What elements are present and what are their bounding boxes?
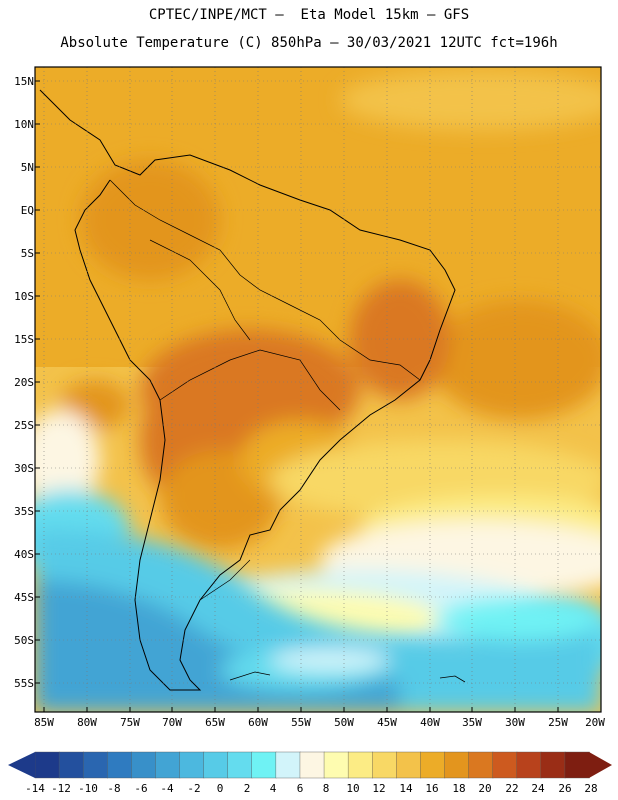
lat-label: EQ: [20, 204, 34, 217]
colorbar-label: 2: [243, 782, 251, 795]
lat-label: 5N: [20, 161, 34, 174]
colorbar-left-arrow: [8, 752, 35, 778]
temperature-map: [34, 66, 602, 713]
lat-label: 15S: [14, 333, 34, 346]
lon-label: 75W: [120, 716, 140, 729]
colorbar-swatch: [516, 751, 542, 779]
colorbar-swatch: [131, 751, 157, 779]
lon-label: 60W: [248, 716, 268, 729]
colorbar-swatch: [155, 751, 181, 779]
colorbar-label: 24: [531, 782, 545, 795]
lon-label: 30W: [505, 716, 525, 729]
lat-label: 15N: [14, 75, 34, 88]
colorbar-label: 10: [346, 782, 360, 795]
lat-label: 5S: [20, 247, 34, 260]
title-line-2: Absolute Temperature (C) 850hPa – 30/03/…: [60, 35, 558, 51]
colorbar-label: 0: [216, 782, 224, 795]
colorbar-label: 16: [425, 782, 439, 795]
colorbar-label: -14: [25, 782, 45, 795]
colorbar-swatch: [444, 751, 470, 779]
colorbar-label: 8: [322, 782, 330, 795]
colorbar-swatch: [372, 751, 398, 779]
lon-label: 70W: [162, 716, 182, 729]
colorbar-swatch: [227, 751, 253, 779]
colorbar-swatch: [251, 751, 277, 779]
lon-label: 45W: [377, 716, 397, 729]
colorbar-label: 20: [478, 782, 492, 795]
lon-label: 25W: [548, 716, 568, 729]
colorbar-swatch: [540, 751, 566, 779]
lat-label: 35S: [14, 505, 34, 518]
colorbar-label: 28: [584, 782, 598, 795]
colorbar-swatch: [396, 751, 422, 779]
colorbar-label: -4: [160, 782, 174, 795]
colorbar-swatch: [82, 751, 108, 779]
lat-label: 10N: [14, 118, 34, 131]
title-line-1: CPTEC/INPE/MCT – Eta Model 15km – GFS: [148, 7, 470, 23]
colorbar: [8, 751, 612, 779]
lon-label: 20W: [585, 716, 605, 729]
colorbar-label: -2: [187, 782, 201, 795]
colorbar-label: 14: [399, 782, 413, 795]
colorbar-swatch: [468, 751, 494, 779]
colorbar-label: 22: [505, 782, 519, 795]
lon-label: 65W: [205, 716, 225, 729]
colorbar-swatch: [275, 751, 301, 779]
colorbar-swatch: [179, 751, 205, 779]
colorbar-label: -8: [107, 782, 121, 795]
lon-label: 50W: [334, 716, 354, 729]
colorbar-swatch: [107, 751, 133, 779]
map-frame: [34, 66, 602, 713]
colorbar-label: 18: [452, 782, 466, 795]
lat-label: 50S: [14, 634, 34, 647]
lon-label: 35W: [462, 716, 482, 729]
colorbar-label: 4: [269, 782, 277, 795]
lon-label: 55W: [291, 716, 311, 729]
colorbar-label: -6: [134, 782, 148, 795]
lon-label: 80W: [77, 716, 97, 729]
lat-label: 10S: [14, 290, 34, 303]
lat-label: 25S: [14, 419, 34, 432]
colorbar-swatch: [420, 751, 446, 779]
axis-ticks: [35, 80, 559, 712]
colorbar-swatch: [203, 751, 229, 779]
colorbar-label: -10: [78, 782, 98, 795]
colorbar-label: -12: [51, 782, 71, 795]
lat-label: 40S: [14, 548, 34, 561]
colorbar-swatch: [58, 751, 84, 779]
coastlines: [39, 89, 466, 691]
lat-label: 20S: [14, 376, 34, 389]
colorbar-swatch: [323, 751, 349, 779]
colorbar-swatch: [564, 751, 590, 779]
lat-label: 55S: [14, 677, 34, 690]
colorbar-swatch: [492, 751, 518, 779]
colorbar-label: 6: [296, 782, 304, 795]
colorbar-label: 12: [372, 782, 386, 795]
colorbar-right-arrow: [589, 752, 612, 778]
lon-label: 40W: [420, 716, 440, 729]
colorbar-swatch: [299, 751, 325, 779]
colorbar-label: 26: [558, 782, 572, 795]
lat-label: 45S: [14, 591, 34, 604]
lat-label: 30S: [14, 462, 34, 475]
temperature-field: [35, 67, 601, 712]
colorbar-swatch: [347, 751, 373, 779]
colorbar-swatch: [34, 751, 60, 779]
lon-label: 85W: [34, 716, 54, 729]
